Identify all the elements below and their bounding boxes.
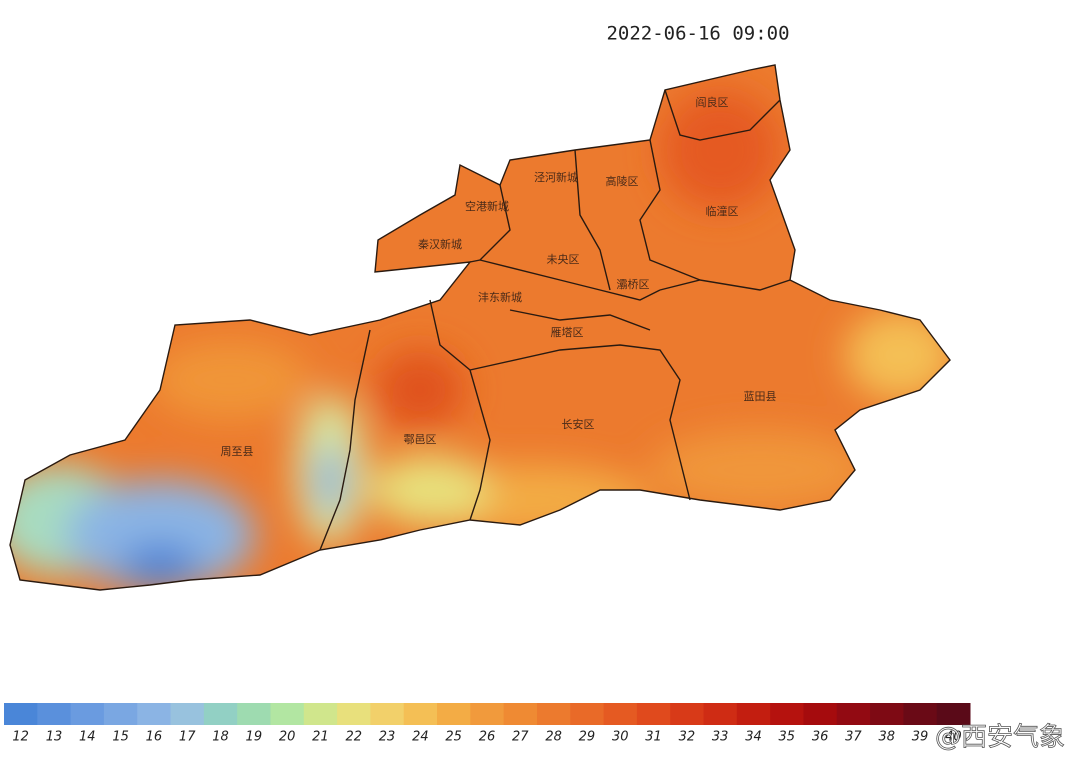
colorbar-swatch (203, 703, 238, 725)
colorbar-label: 30 (612, 730, 629, 745)
colorbar-label: 13 (46, 730, 63, 745)
district-label: 泾河新城 (534, 170, 578, 184)
map-title: 2022-06-16 09:00 (606, 23, 789, 45)
colorbar-swatch (37, 703, 72, 725)
colorbar-label: 32 (679, 730, 696, 745)
temperature-field (10, 65, 950, 590)
colorbar-swatch (103, 703, 138, 725)
colorbar-label: 28 (545, 730, 562, 745)
colorbar-label: 26 (479, 730, 496, 745)
colorbar-swatch (437, 703, 471, 725)
colorbar-label: 19 (246, 730, 263, 745)
colorbar-swatch (237, 703, 271, 725)
colorbar-swatch (936, 703, 971, 725)
colorbar-label: 14 (79, 730, 96, 745)
colorbar-swatch (4, 703, 38, 725)
colorbar-swatch (137, 703, 172, 725)
colorbar-swatch (403, 703, 438, 725)
colorbar-swatch (337, 703, 371, 725)
district-label: 灞桥区 (617, 278, 650, 291)
colorbar-label: 34 (745, 730, 762, 745)
district-label: 秦汉新城 (418, 237, 462, 251)
district-label: 长安区 (562, 417, 595, 431)
watermark: @西安气象 (935, 723, 1065, 753)
colorbar-label: 22 (345, 730, 362, 745)
district-label: 蓝田县 (744, 390, 777, 403)
colorbar-label: 36 (812, 730, 829, 745)
colorbar-swatch (703, 703, 738, 725)
colorbar-label: 23 (379, 730, 396, 745)
colorbar-swatch (270, 703, 305, 725)
colorbar-label: 17 (179, 730, 196, 745)
colorbar-swatch (670, 703, 705, 725)
district-borders (9, 64, 951, 591)
district-label: 高陵区 (606, 174, 639, 188)
colorbar-label: 18 (212, 730, 229, 745)
colorbar-label: 33 (712, 730, 729, 745)
colorbar-swatch (570, 703, 605, 725)
colorbar-label: 21 (312, 730, 329, 745)
colorbar-swatch (903, 703, 938, 725)
colorbar-label: 12 (12, 730, 29, 745)
colorbar-label: 15 (112, 730, 129, 745)
colorbar-label: 20 (279, 730, 296, 745)
colorbar-label: 40 (945, 730, 962, 745)
colorbar-swatch (636, 703, 671, 725)
colorbar-swatch (303, 703, 338, 725)
colorbar-swatch (470, 703, 505, 725)
colorbar-swatch (803, 703, 838, 725)
district-label: 周至县 (221, 445, 254, 458)
colorbar-label: 31 (645, 730, 662, 745)
colorbar-swatch (70, 703, 105, 725)
colorbar-swatch (736, 703, 771, 725)
colorbar-label: 35 (779, 730, 796, 745)
district-label: 沣东新城 (478, 290, 522, 304)
colorbar-label: 27 (512, 730, 529, 745)
colorbar-swatch (770, 703, 804, 725)
district-label: 雁塔区 (551, 326, 584, 339)
colorbar-swatch (870, 703, 904, 725)
colorbar-label: 24 (412, 730, 429, 745)
colorbar-swatch (536, 703, 571, 725)
district-label: 阎良区 (696, 95, 729, 109)
colorbar-label: 25 (445, 730, 462, 745)
district-label: 空港新城 (465, 199, 509, 213)
district-label: 鄠邑区 (404, 433, 437, 446)
colorbar-swatch (603, 703, 638, 725)
colorbar-label: 38 (878, 730, 895, 745)
colorbar-label: 29 (579, 730, 596, 745)
colorbar-label: 39 (912, 730, 929, 745)
district-label: 临潼区 (706, 204, 739, 218)
colorbar-swatch (170, 703, 205, 725)
colorbar-label: 37 (845, 730, 862, 745)
colorbar-swatch (836, 703, 871, 725)
colorbar-label: 16 (146, 730, 163, 745)
colorbar-swatch (503, 703, 538, 725)
district-label: 未央区 (547, 253, 580, 266)
colorbar-swatch (370, 703, 405, 725)
